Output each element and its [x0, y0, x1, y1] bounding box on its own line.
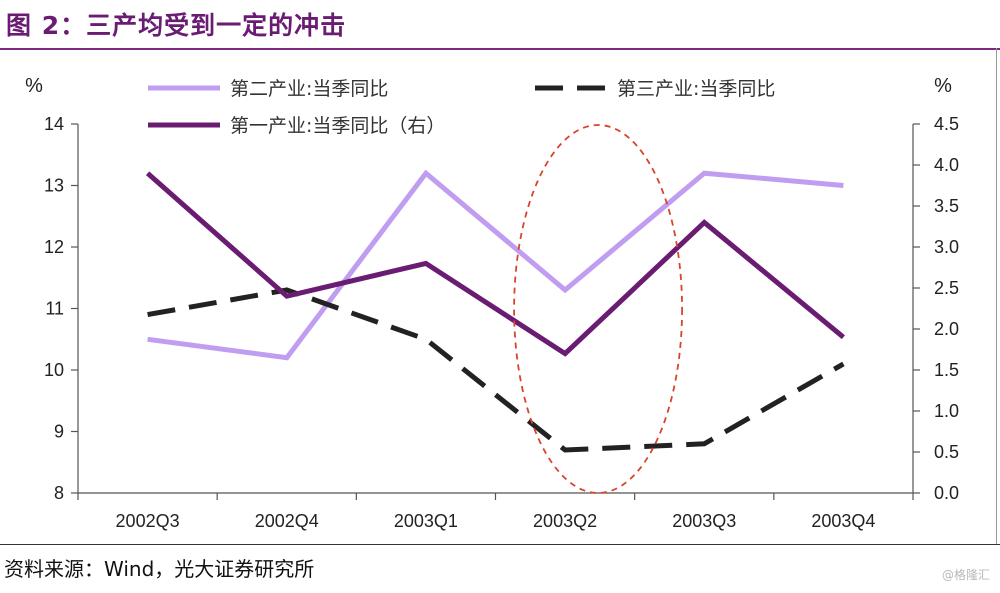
right-tick-label: 1.0: [934, 401, 959, 421]
x-tick-label: 2003Q3: [672, 511, 736, 531]
left-tick-label: 8: [54, 483, 64, 503]
left-tick-label: 10: [44, 360, 64, 380]
x-tick-label: 2002Q4: [255, 511, 319, 531]
right-tick-label: 0.5: [934, 442, 959, 462]
axes-layer: 8 9 10 11 12 13 14 0.0 0.5 1.0 1.5 2.0 2.5 3.0 3.5 4.0 4…: [25, 75, 959, 531]
left-tick-label: 12: [44, 237, 64, 257]
right-border: [996, 48, 997, 545]
annotation-layer: [513, 124, 683, 494]
right-tick-label: 1.5: [934, 360, 959, 380]
right-tick-label: 2.0: [934, 319, 959, 339]
right-tick-label: 4.0: [934, 155, 959, 175]
legend-label-3: 第一产业:当季同比（右）: [230, 115, 445, 137]
right-tick-label: 2.5: [934, 278, 959, 298]
highlight-ellipse: [513, 124, 683, 494]
right-tick-label: 3.5: [934, 196, 959, 216]
left-tick-label: 9: [54, 422, 64, 442]
series-layer: [145, 169, 845, 453]
right-axis-unit: %: [934, 75, 952, 97]
series-line-2: [147, 287, 845, 453]
x-tick-label: 2002Q3: [116, 511, 180, 531]
x-tick-label: 2003Q2: [533, 511, 597, 531]
right-tick-label: 3.0: [934, 237, 959, 257]
title-divider: [0, 48, 1000, 50]
left-tick-label: 14: [44, 114, 64, 134]
source-divider: [0, 544, 1000, 545]
series-line-3: [145, 171, 845, 357]
line-chart: 8 9 10 11 12 13 14 0.0 0.5 1.0 1.5 2.0 2.5 3.0 3.5 4.0 4…: [25, 75, 959, 531]
right-tick-label: 4.5: [934, 114, 959, 134]
figure-title: 图 2：三产均受到一定的冲击: [6, 11, 347, 40]
x-tick-label: 2003Q1: [394, 511, 458, 531]
source-note: 资料来源：Wind，光大证券研究所: [4, 557, 315, 581]
x-tick-label: 2003Q4: [811, 511, 875, 531]
series-line-1: [147, 169, 844, 361]
left-axis-unit: %: [25, 75, 43, 97]
left-tick-label: 11: [45, 299, 64, 319]
legend-label-1: 第二产业:当季同比: [230, 78, 388, 100]
watermark: @格隆汇: [941, 568, 990, 582]
legend-label-2: 第三产业:当季同比: [617, 78, 775, 100]
right-tick-label: 0.0: [934, 483, 959, 503]
left-tick-label: 13: [44, 176, 64, 196]
